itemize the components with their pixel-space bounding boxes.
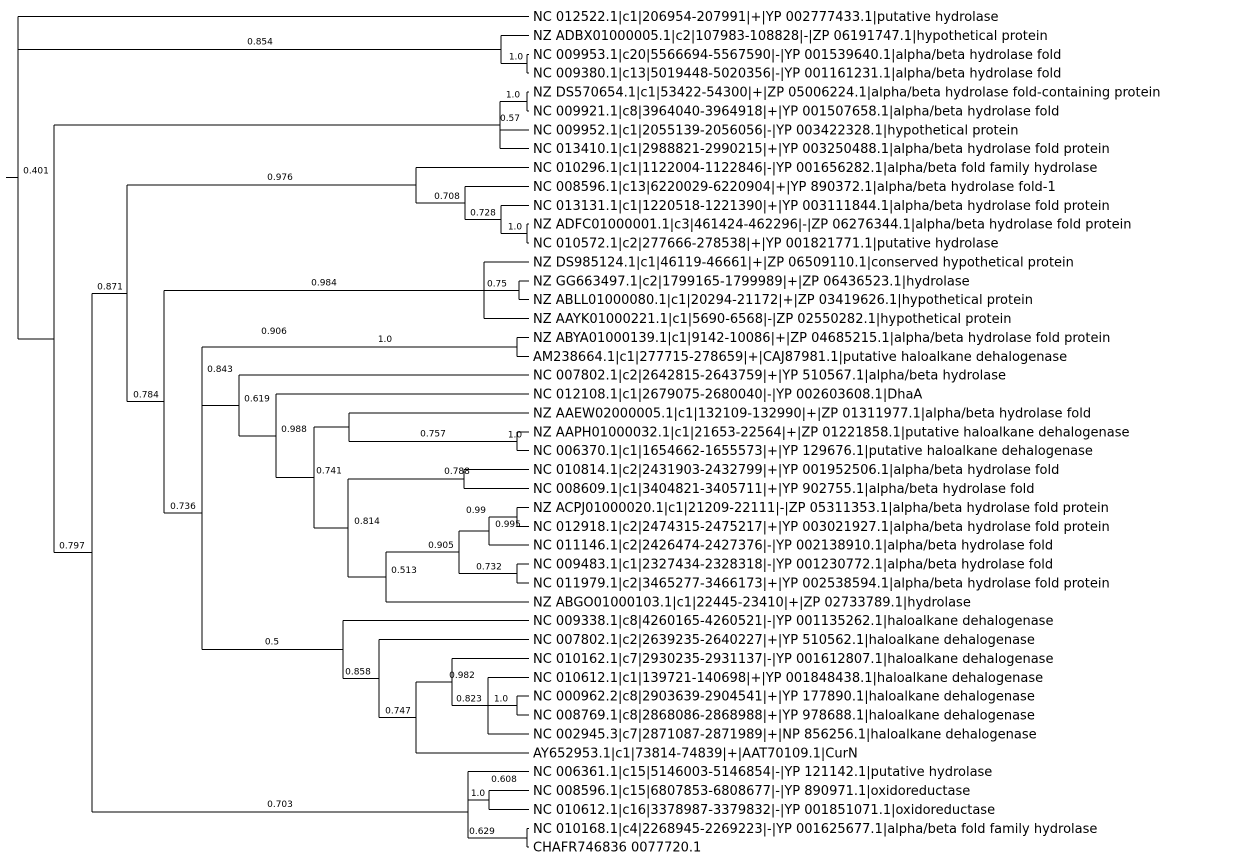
leaf-label: NC 009952.1|c1|2055139-2056056|-|YP 0034… xyxy=(533,123,1018,138)
leaf-label: NC 002945.3|c7|2871087-2871989|+|NP 8562… xyxy=(533,727,1037,742)
leaf-label: NZ ABLL01000080.1|c1|20294-21172|+|ZP 03… xyxy=(533,293,1033,308)
leaf-label: NC 010162.1|c7|2930235-2931137|-|YP 0016… xyxy=(533,652,1053,667)
support-value: 1.0 xyxy=(508,430,523,440)
support-value: 0.788 xyxy=(444,467,470,477)
leaf-label: NZ AAEW02000005.1|c1|132109-132990|+|ZP … xyxy=(533,406,1091,421)
leaf-label: NZ ABGO01000103.1|c1|22445-23410|+|ZP 02… xyxy=(533,595,971,610)
support-value: 0.741 xyxy=(316,467,342,477)
leaf-label: NC 008769.1|c8|2868086-2868988|+|YP 9786… xyxy=(533,709,1035,724)
support-value: 1.0 xyxy=(378,335,393,345)
leaf-label: NC 009483.1|c1|2327434-2328318|-|YP 0012… xyxy=(533,558,1053,573)
support-value: 0.747 xyxy=(385,706,411,716)
support-value: 0.513 xyxy=(391,566,417,576)
support-value: 1.0 xyxy=(508,223,523,233)
leaf-label: NC 010296.1|c1|1122004-1122846|-|YP 0016… xyxy=(533,161,1097,176)
leaf-label: NC 012108.1|c1|2679075-2680040|-|YP 0026… xyxy=(533,388,922,403)
support-value: 0.736 xyxy=(170,502,196,512)
support-value: 0.57 xyxy=(500,114,520,124)
leaf-label: NZ AAYK01000221.1|c1|5690-6568|-|ZP 0255… xyxy=(533,312,1012,327)
leaf-label: NC 010168.1|c4|2268945-2269223|-|YP 0016… xyxy=(533,822,1097,837)
leaf-label: NC 007802.1|c2|2639235-2640227|+|YP 5105… xyxy=(533,633,1035,648)
support-value: 1.0 xyxy=(494,695,509,705)
support-value: 0.757 xyxy=(420,429,446,439)
support-value: 0.976 xyxy=(267,173,293,183)
support-value: 0.732 xyxy=(476,562,502,572)
leaf-label: NC 009338.1|c8|4260165-4260521|-|YP 0011… xyxy=(533,614,1053,629)
support-value: 0.401 xyxy=(23,167,49,177)
leaf-label: NC 010612.1|c1|139721-140698|+|YP 001848… xyxy=(533,671,1043,686)
leaf-label: NC 000962.2|c8|2903639-2904541|+|YP 1778… xyxy=(533,690,1035,705)
leaf-label: NC 010572.1|c2|277666-278538|+|YP 001821… xyxy=(533,237,999,252)
leaf-label: NC 008609.1|c1|3404821-3405711|+|YP 9027… xyxy=(533,482,1035,497)
leaf-label: NC 011979.1|c2|3465277-3466173|+|YP 0025… xyxy=(533,576,1110,591)
leaf-label: AY652953.1|c1|73814-74839|+|AAT70109.1|C… xyxy=(533,746,858,761)
support-value: 0.708 xyxy=(434,192,460,202)
leaf-label: NC 010814.1|c2|2431903-2432799|+|YP 0019… xyxy=(533,463,1059,478)
leaf-label: NC 010612.1|c16|3378987-3379832|-|YP 001… xyxy=(533,803,995,818)
support-value: 0.905 xyxy=(428,541,454,551)
support-value: 0.629 xyxy=(469,827,495,837)
leaf-label: NC 006370.1|c1|1654662-1655573|+|YP 1296… xyxy=(533,444,1093,459)
support-value: 0.982 xyxy=(449,671,475,681)
leaf-label: NZ ABYA01000139.1|c1|9142-10086|+|ZP 046… xyxy=(533,331,1110,346)
support-value: 0.5 xyxy=(265,638,279,648)
leaf-label: NC 006361.1|c15|5146003-5146854|-|YP 121… xyxy=(533,765,992,780)
leaf-label: NZ DS985124.1|c1|46119-46661|+|ZP 065091… xyxy=(533,255,1074,270)
leaf-label: NZ DS570654.1|c1|53422-54300|+|ZP 050062… xyxy=(533,86,1160,101)
leaf-label: NC 009380.1|c13|5019448-5020356|-|YP 001… xyxy=(533,67,1061,82)
leaf-label: NC 008596.1|c15|6807853-6808677|-|YP 890… xyxy=(533,784,970,799)
support-value: 1.0 xyxy=(506,90,521,100)
leaf-label: NC 007802.1|c2|2642815-2643759|+|YP 5105… xyxy=(533,369,1006,384)
support-value: 0.99 xyxy=(466,506,486,516)
leaf-label: CHAFR746836 0077720.1 xyxy=(533,841,701,856)
support-value: 1.0 xyxy=(509,53,524,63)
support-value: 0.995 xyxy=(495,520,521,530)
leaf-labels: NC 012522.1|c1|206954-207991|+|YP 002777… xyxy=(533,10,1160,856)
support-value: 0.858 xyxy=(345,667,371,677)
leaf-label: NZ AAPH01000032.1|c1|21653-22564|+|ZP 01… xyxy=(533,425,1129,440)
leaf-label: NC 012522.1|c1|206954-207991|+|YP 002777… xyxy=(533,10,999,25)
support-value: 0.728 xyxy=(470,208,496,218)
leaf-label: NC 009953.1|c20|5566694-5567590|-|YP 001… xyxy=(533,48,1061,63)
support-value: 0.988 xyxy=(281,425,307,435)
support-value: 0.619 xyxy=(244,395,270,405)
leaf-label: NZ ADBX01000005.1|c2|107983-108828|-|ZP … xyxy=(533,29,1048,44)
support-value: 0.906 xyxy=(261,327,287,337)
leaf-label: NZ ADFC01000001.1|c3|461424-462296|-|ZP … xyxy=(533,218,1131,233)
support-value: 0.703 xyxy=(267,800,293,810)
support-value: 0.843 xyxy=(207,365,233,375)
support-value: 0.75 xyxy=(487,279,507,289)
leaf-label: NC 009921.1|c8|3964040-3964918|+|YP 0015… xyxy=(533,104,1059,119)
tree-branches xyxy=(6,16,529,848)
support-values: 0.854 1.0 0.906 1.0 0.57 0.976 0.708 0.728 1.0 0.… xyxy=(23,38,523,837)
leaf-label: AM238664.1|c1|277715-278659|+|CAJ87981.1… xyxy=(533,350,1067,365)
leaf-label: NC 013131.1|c1|1220518-1221390|+|YP 0031… xyxy=(533,199,1110,214)
support-value: 0.871 xyxy=(97,282,123,292)
leaf-label: NC 012918.1|c2|2474315-2475217|+|YP 0030… xyxy=(533,520,1110,535)
leaf-label: NZ GG663497.1|c2|1799165-1799989|+|ZP 06… xyxy=(533,274,970,289)
support-value: 0.784 xyxy=(133,391,159,401)
support-value: 0.797 xyxy=(59,542,85,552)
support-value: 0.984 xyxy=(311,278,337,288)
leaf-label: NC 011146.1|c2|2426474-2427376|-|YP 0021… xyxy=(533,539,1053,554)
support-value: 0.608 xyxy=(491,775,517,785)
leaf-label: NC 008596.1|c13|6220029-6220904|+|YP 890… xyxy=(533,180,1056,195)
support-value: 0.854 xyxy=(247,38,273,48)
leaf-label: NZ ACPJ01000020.1|c1|21209-22111|-|ZP 05… xyxy=(533,501,1109,516)
support-value: 1.0 xyxy=(471,789,486,799)
support-value: 0.823 xyxy=(456,695,482,705)
support-value: 0.814 xyxy=(354,517,380,527)
leaf-label: NC 013410.1|c1|2988821-2990215|+|YP 0032… xyxy=(533,142,1110,157)
